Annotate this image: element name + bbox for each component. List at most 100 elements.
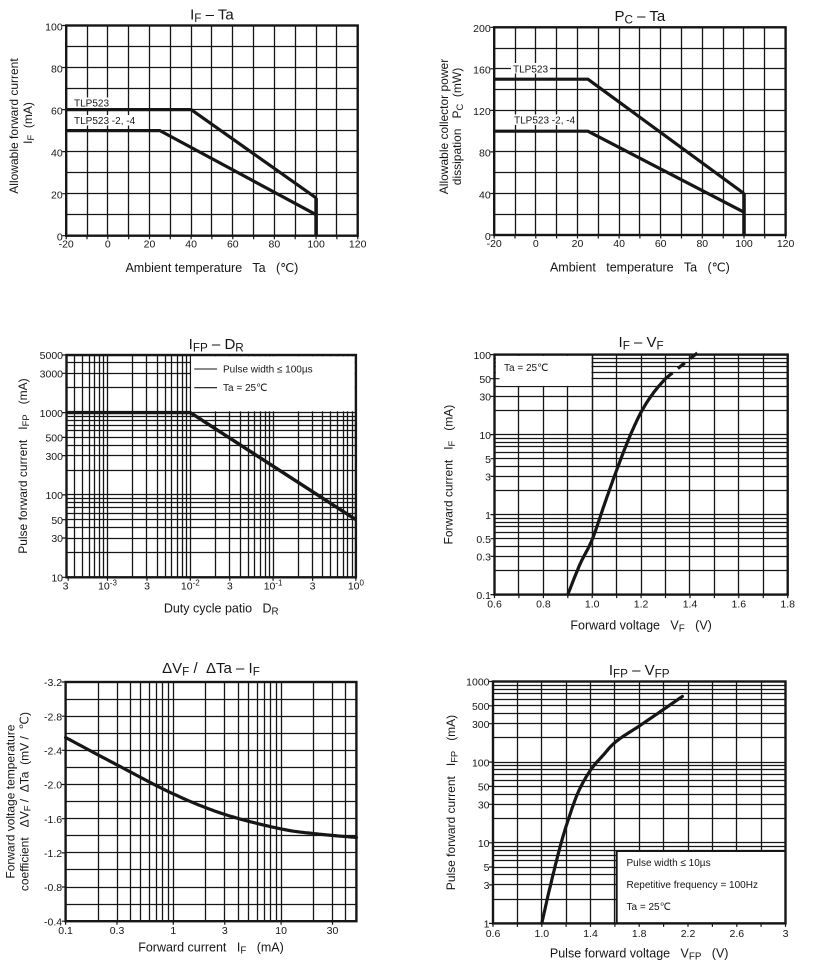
- svg-text:500: 500: [472, 701, 490, 713]
- svg-text:PC​ – Ta: PC​ – Ta: [615, 8, 666, 27]
- svg-text:IF​ (mA): IF​ (mA): [21, 102, 36, 144]
- svg-text:10: 10: [51, 573, 63, 585]
- svg-text:Forward voltage VF​ (V): Forward voltage VF​ (V): [570, 619, 711, 635]
- svg-text:100: 100: [473, 350, 491, 362]
- svg-text:Pulse forward current IFP​: Pulse forward current IFP​ (mA): [16, 378, 31, 553]
- svg-text:Ta = 25℃: Ta = 25℃: [504, 363, 548, 374]
- svg-text:60: 60: [51, 105, 63, 117]
- svg-text:TLP523: TLP523: [513, 65, 548, 76]
- svg-text:50: 50: [479, 374, 491, 386]
- svg-text:5000: 5000: [40, 350, 64, 362]
- svg-text:80: 80: [479, 148, 491, 160]
- svg-text:Ambient temperature Ta (℃): Ambient temperature Ta (℃): [125, 261, 298, 275]
- svg-text:120: 120: [349, 238, 367, 250]
- svg-text:1.0: 1.0: [534, 928, 549, 940]
- svg-text:200: 200: [473, 23, 491, 35]
- svg-text:40: 40: [613, 238, 625, 250]
- svg-text:40: 40: [51, 147, 63, 159]
- svg-text:-2.8: -2.8: [44, 711, 62, 723]
- svg-text:0: 0: [485, 231, 491, 243]
- svg-text:3: 3: [222, 925, 228, 937]
- svg-text:1: 1: [170, 925, 176, 937]
- svg-text:3: 3: [484, 880, 490, 892]
- svg-text:120: 120: [777, 238, 795, 250]
- svg-text:-1.2: -1.2: [44, 848, 62, 860]
- svg-text:20: 20: [51, 190, 63, 202]
- svg-text:50: 50: [478, 782, 490, 794]
- svg-text:0: 0: [533, 238, 539, 250]
- svg-text:2.2: 2.2: [681, 928, 696, 940]
- svg-text:dissipation PC​ (mW): dissipation PC​ (mW): [450, 68, 465, 185]
- svg-text:Forward voltage temperature: Forward voltage temperature: [4, 724, 18, 878]
- svg-text:500: 500: [45, 433, 63, 445]
- svg-text:120: 120: [473, 106, 491, 118]
- svg-text:-3.2: -3.2: [44, 677, 62, 689]
- svg-text:Pulse forward current IFP​: Pulse forward current IFP​ (mA): [444, 715, 459, 890]
- svg-text:1.8: 1.8: [780, 599, 795, 611]
- svg-text:20: 20: [144, 238, 156, 250]
- svg-text:1.2: 1.2: [634, 599, 649, 611]
- svg-text:coefficient ΔVF​ / ΔTa (mV: coefficient ΔVF​ / ΔTa (mV / ℃): [18, 712, 33, 891]
- svg-text:-1.6: -1.6: [44, 814, 62, 826]
- svg-text:40: 40: [185, 238, 197, 250]
- svg-text:0.5: 0.5: [476, 534, 491, 546]
- svg-text:Forward current IF​ (mA): Forward current IF​ (mA): [442, 405, 457, 545]
- svg-text:Repetitive frequency = 100Hz: Repetitive frequency = 100Hz: [627, 880, 758, 891]
- svg-text:100: 100: [45, 490, 63, 502]
- svg-text:ΔVF​ / ΔTa – IF​: ΔVF​ / ΔTa – IF​: [162, 660, 260, 679]
- svg-text:160: 160: [473, 65, 491, 77]
- svg-text:-20: -20: [487, 238, 502, 250]
- svg-text:Pulse forward voltage VFP​: Pulse forward voltage VFP​ (V): [550, 947, 729, 963]
- svg-text:0.3: 0.3: [476, 552, 491, 564]
- svg-text:Pulse width ≤ 10µs: Pulse width ≤ 10µs: [627, 858, 711, 869]
- svg-text:Ta = 25℃: Ta = 25℃: [223, 383, 267, 394]
- svg-text:10: 10: [478, 838, 490, 850]
- svg-text:100: 100: [307, 238, 325, 250]
- svg-text:Ta = 25℃: Ta = 25℃: [627, 902, 671, 913]
- svg-text:3: 3: [783, 928, 789, 940]
- svg-text:50: 50: [51, 515, 63, 527]
- svg-text:Allowable forward current: Allowable forward current: [7, 58, 21, 194]
- svg-text:-20: -20: [59, 238, 74, 250]
- svg-text:Allowable collector power: Allowable collector power: [437, 59, 451, 194]
- svg-text:100: 100: [735, 238, 753, 250]
- svg-text:1.8: 1.8: [632, 928, 647, 940]
- svg-text:3000: 3000: [40, 369, 64, 381]
- svg-text:300: 300: [45, 451, 63, 463]
- svg-text:-0.8: -0.8: [44, 882, 62, 894]
- svg-text:3: 3: [144, 581, 150, 593]
- svg-text:1: 1: [485, 510, 491, 522]
- svg-text:300: 300: [472, 719, 490, 731]
- svg-text:80: 80: [696, 238, 708, 250]
- svg-text:60: 60: [227, 238, 239, 250]
- svg-text:0.3: 0.3: [110, 925, 125, 937]
- svg-text:-2.0: -2.0: [44, 780, 62, 792]
- svg-text:10: 10: [479, 430, 491, 442]
- svg-text:IF​ – Ta: IF​ – Ta: [190, 7, 234, 26]
- svg-text:100: 100: [472, 757, 490, 769]
- svg-text:100: 100: [45, 21, 63, 33]
- svg-text:30: 30: [479, 392, 491, 404]
- svg-text:3: 3: [310, 581, 316, 593]
- svg-text:1000: 1000: [40, 408, 64, 420]
- svg-text:1.6: 1.6: [731, 599, 746, 611]
- svg-text:20: 20: [572, 238, 584, 250]
- svg-text:80: 80: [51, 63, 63, 75]
- svg-text:30: 30: [327, 925, 339, 937]
- svg-text:3: 3: [227, 581, 233, 593]
- svg-text:0: 0: [57, 232, 63, 244]
- svg-text:1.4: 1.4: [583, 928, 598, 940]
- svg-text:-2.4: -2.4: [44, 746, 62, 758]
- svg-text:0.8: 0.8: [536, 599, 551, 611]
- svg-text:0.1: 0.1: [476, 590, 491, 602]
- svg-text:5: 5: [485, 454, 491, 466]
- svg-text:Pulse width ≤ 100µs: Pulse width ≤ 100µs: [223, 365, 313, 376]
- svg-text:30: 30: [51, 533, 63, 545]
- svg-text:1000: 1000: [466, 677, 490, 689]
- svg-text:80: 80: [269, 238, 281, 250]
- svg-text:0.6: 0.6: [486, 928, 501, 940]
- svg-text:IF​ – VF​: IF​ – VF​: [619, 334, 664, 353]
- svg-text:IFP​ – VFP​: IFP​ – VFP​: [609, 662, 670, 681]
- svg-text:1.0: 1.0: [585, 599, 600, 611]
- svg-text:0.6: 0.6: [487, 599, 502, 611]
